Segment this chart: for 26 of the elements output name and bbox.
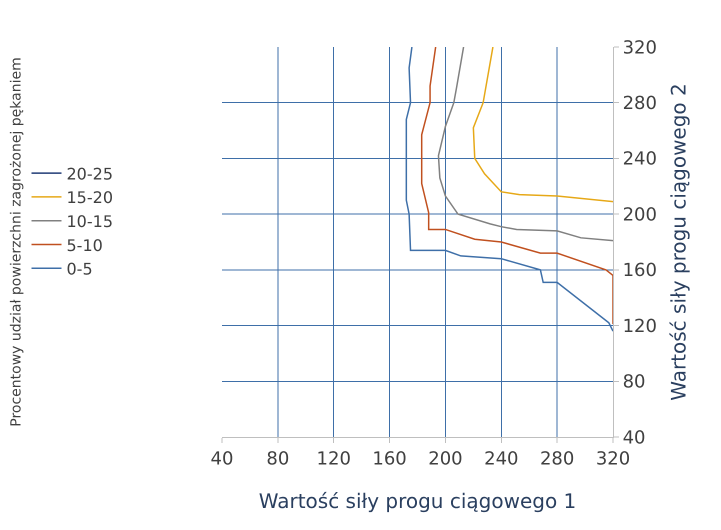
x-tick-label: 240	[484, 448, 518, 470]
x-tick-label: 160	[372, 448, 407, 470]
legend-label: 10-15	[66, 212, 113, 231]
y2-tick-label: 120	[622, 316, 657, 337]
line-series	[438, 47, 613, 242]
y2-axis-title: Wartość siły progu ciągowego 2	[666, 83, 690, 401]
legend-label: 0-5	[66, 260, 93, 279]
y2-tick-label: 280	[622, 93, 657, 114]
y2-tick-label: 40	[622, 427, 646, 448]
x-tick-label: 80	[266, 448, 290, 470]
x-tick-label: 280	[540, 448, 574, 470]
x-axis-title: Wartość siły progu ciągowego 1	[258, 489, 576, 514]
legend-title: Procentowy udział powierzchni zagrożonej pękaniem	[8, 57, 25, 427]
y2-tick-label: 320	[622, 37, 657, 58]
y2-tick-label: 160	[622, 260, 657, 282]
x-tick-label: 40	[210, 448, 234, 470]
y2-tick-label: 200	[622, 204, 657, 226]
line-series	[472, 47, 613, 202]
y2-tick-label: 80	[622, 372, 646, 393]
legend-label: 5-10	[66, 236, 103, 255]
legend-label: 15-20	[66, 188, 113, 208]
y2-tick-label: 240	[622, 148, 657, 170]
legend-label: 20-25	[66, 164, 113, 184]
x-tick-label: 120	[316, 448, 351, 470]
x-tick-label: 200	[428, 448, 463, 470]
x-tick-label: 320	[596, 448, 630, 470]
